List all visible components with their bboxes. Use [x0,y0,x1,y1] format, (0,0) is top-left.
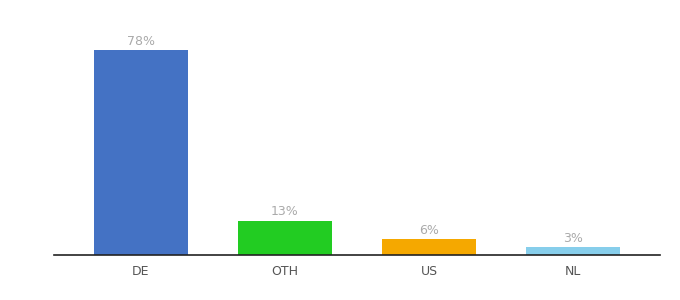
Bar [382,239,476,255]
Text: 3%: 3% [563,232,583,244]
Text: 13%: 13% [271,205,299,218]
Bar [94,50,188,255]
Bar [526,247,620,255]
Text: 6%: 6% [419,224,439,237]
Bar [238,221,332,255]
Text: 78%: 78% [127,34,155,48]
